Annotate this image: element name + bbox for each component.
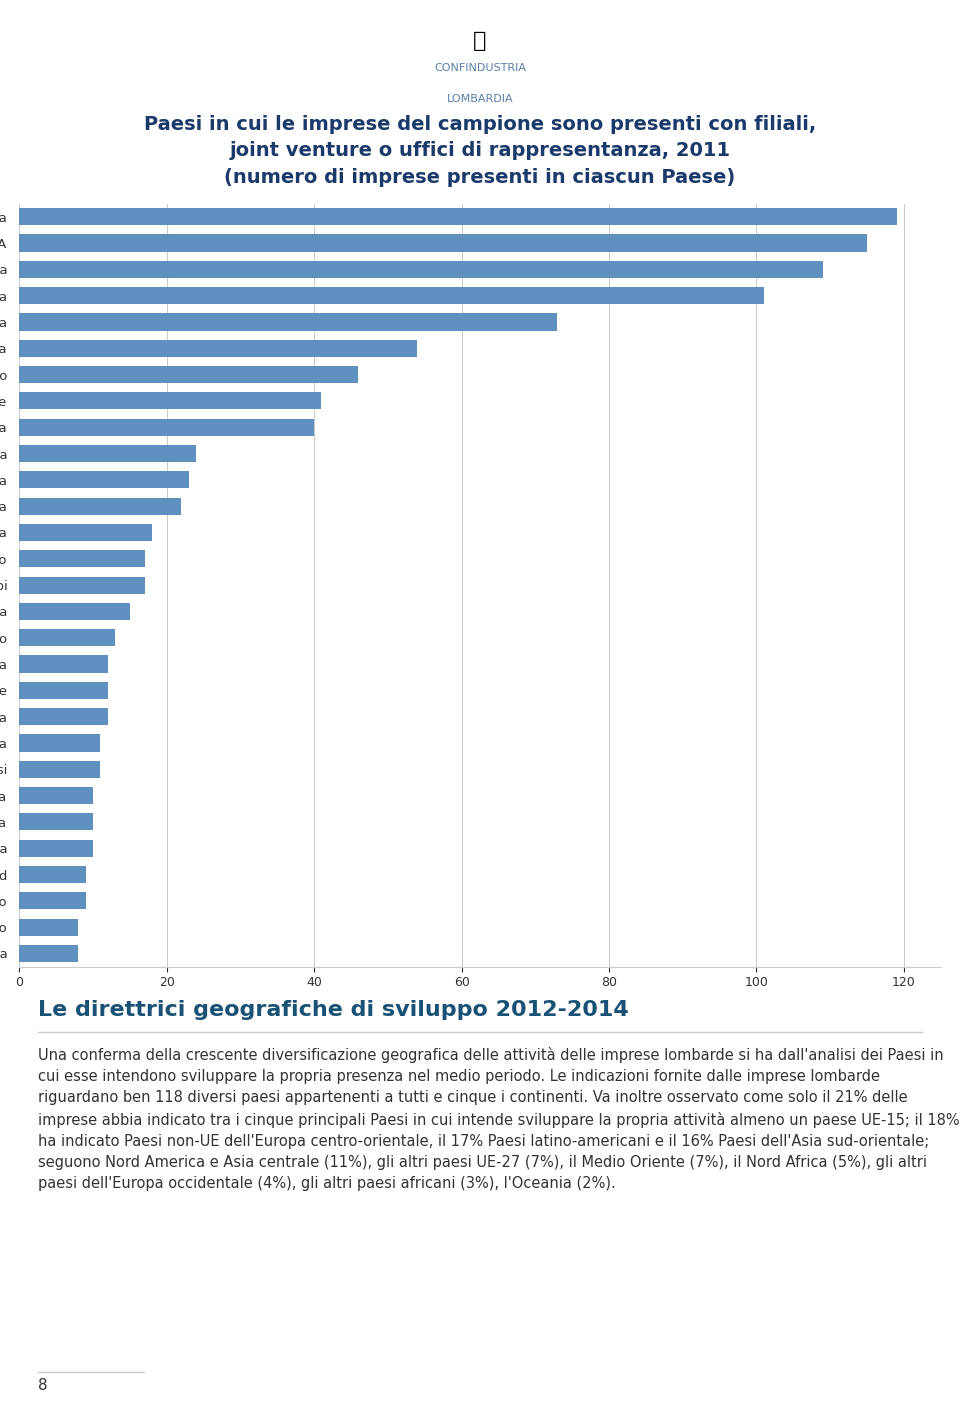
Bar bbox=[19, 813, 93, 830]
Bar bbox=[19, 366, 358, 383]
Text: CONFINDUSTRIA: CONFINDUSTRIA bbox=[434, 62, 526, 73]
Bar bbox=[19, 629, 115, 646]
Bar bbox=[19, 682, 108, 699]
Bar bbox=[19, 393, 322, 409]
Bar bbox=[19, 260, 823, 279]
Bar bbox=[19, 419, 314, 436]
Bar bbox=[19, 498, 181, 515]
Bar bbox=[19, 339, 418, 357]
Bar bbox=[19, 734, 100, 751]
Bar bbox=[19, 708, 108, 725]
Text: Le direttrici geografiche di sviluppo 2012-2014: Le direttrici geografiche di sviluppo 20… bbox=[37, 1000, 629, 1020]
Bar bbox=[19, 550, 145, 567]
Text: Paesi in cui le imprese del campione sono presenti con filiali,
joint venture o : Paesi in cui le imprese del campione son… bbox=[144, 115, 816, 187]
Text: 8: 8 bbox=[38, 1377, 48, 1393]
Text: LOMBARDIA: LOMBARDIA bbox=[446, 94, 514, 104]
Bar bbox=[19, 761, 100, 778]
Bar bbox=[19, 840, 93, 857]
Text: Una conferma della crescente diversificazione geografica delle attività delle im: Una conferma della crescente diversifica… bbox=[37, 1047, 959, 1190]
Bar bbox=[19, 314, 558, 331]
Bar bbox=[19, 919, 78, 936]
Bar bbox=[19, 445, 196, 461]
Bar bbox=[19, 235, 867, 252]
Bar bbox=[19, 602, 130, 620]
Bar bbox=[19, 577, 145, 594]
Bar bbox=[19, 471, 189, 488]
Bar bbox=[19, 656, 108, 673]
Bar bbox=[19, 208, 897, 225]
Bar bbox=[19, 787, 93, 805]
Bar bbox=[19, 523, 152, 542]
Bar bbox=[19, 865, 85, 884]
Bar bbox=[19, 287, 764, 304]
Text: 🦅: 🦅 bbox=[473, 31, 487, 51]
Bar bbox=[19, 946, 78, 962]
Bar bbox=[19, 892, 85, 909]
